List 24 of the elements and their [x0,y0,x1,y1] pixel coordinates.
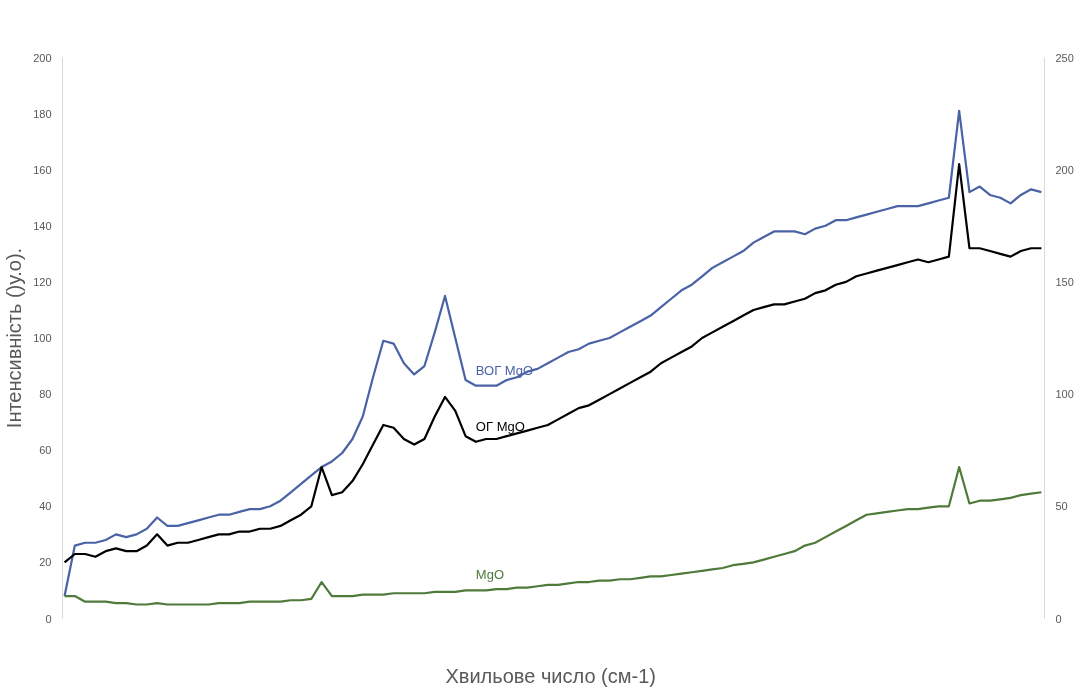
y-tick-label: 40 [39,500,52,513]
y2-tick-label: 0 [1055,612,1062,625]
x-axis-title: Хвильове число (см-1) [445,664,656,687]
series-label: MgO [475,567,505,583]
y-tick-label: 160 [33,163,52,176]
line-series [63,162,1043,564]
y-tick-label: 180 [33,107,52,120]
y2-tick-label: 200 [1055,163,1074,176]
y-tick-label: 20 [39,556,52,569]
series-label: ОГ MgO [475,418,525,434]
y2-tick-label: 50 [1055,500,1068,513]
y-tick-label: 80 [39,388,52,401]
y-tick-label: 60 [39,444,52,457]
y-tick-label: 200 [33,51,52,64]
line-series [63,109,1043,598]
y-axis-title: Інтенсивність ()у.о). [3,247,26,429]
y2-tick-label: 150 [1055,275,1074,288]
y2-tick-label: 250 [1055,51,1074,64]
line-series [63,465,1043,606]
y2-tick-label: 100 [1055,388,1074,401]
y-tick-label: 120 [33,275,52,288]
y-tick-label: 100 [33,332,52,344]
y-tick-label: 140 [33,219,52,232]
y-tick-label: 0 [45,612,52,625]
